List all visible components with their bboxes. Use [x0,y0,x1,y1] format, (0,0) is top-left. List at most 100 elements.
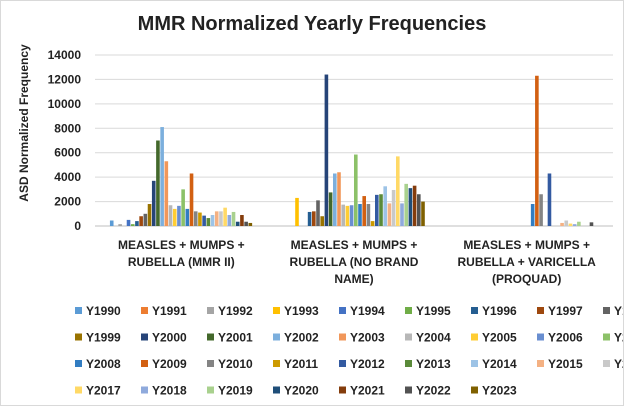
legend-label: Y2010 [218,357,253,371]
legend-swatch [603,333,610,341]
legend-label: Y2004 [416,331,451,345]
y-tick-label: 0 [74,219,81,233]
legend-label: Y2002 [284,331,319,345]
bar-y2014-cat2 [383,186,387,226]
legend-label: Y1993 [284,304,319,318]
bar-y2012-cat3 [547,173,552,226]
bar-y2022-cat1 [244,221,248,226]
category-label: RUBELLA (MMR II) [128,255,235,269]
legend-swatch [537,360,544,367]
y-axis-label: ASD Normalized Frequency [17,44,31,202]
bar-y2019-cat1 [231,211,236,226]
category-label: MEASLES + MUMPS + [118,238,245,252]
legend-swatch [207,307,214,314]
category-label: MEASLES + MUMPS + [291,238,418,252]
legend-swatch [75,386,82,394]
legend-swatch [603,307,610,314]
bar-y2018-cat1 [227,215,232,226]
bar-y2004-cat2 [341,204,345,227]
y-tick-label: 8000 [54,121,81,135]
bar-y2013-cat1 [206,218,211,226]
bar-y2017-cat2 [396,156,400,226]
legend-swatch [141,386,148,394]
legend-swatch [141,360,148,367]
bar-y2015-cat1 [214,211,219,226]
legend-swatch [273,333,280,341]
bar-y1997-cat1 [139,216,143,226]
bar-y2022-cat3 [589,222,594,226]
legend-swatch [273,307,280,314]
legend-swatch [471,386,478,394]
legend-swatch [339,307,346,314]
category-label: MEASLES + MUMPS + [463,238,590,252]
legend-label: Y2005 [482,331,517,345]
bar-y2019-cat3 [577,221,581,226]
bar-y2001-cat1 [156,140,160,226]
legend: Y1990 Y1991 Y1992 Y1993 Y1994 Y1995 Y1996 Y1997… [75,304,623,398]
legend-swatch [141,333,148,341]
bar-y1990-cat1 [109,220,114,226]
legend-label: Y1996 [482,304,517,318]
bar-y1996-cat1 [135,221,139,226]
category-label: RUBELLA (NO BRAND [290,255,419,269]
bar-y2010-cat3 [539,194,543,226]
bar-y2003-cat1 [164,161,169,226]
bar-y2009-cat1 [189,173,194,226]
bar-y2010-cat1 [193,211,198,226]
legend-label: Y2017 [86,384,121,398]
bar-y2023-cat2 [421,201,425,226]
legend-swatch [75,333,82,341]
bar-y1992-cat1 [118,224,122,226]
bar-y2001-cat2 [328,192,333,226]
legend-swatch [75,360,82,367]
legend-label: Y2001 [218,331,253,345]
legend-label: Y1997 [548,304,583,318]
legend-swatch [207,333,214,341]
legend-label: Y2012 [350,357,385,371]
legend-label: Y2022 [416,384,451,398]
bar-y2008-cat2 [358,204,362,226]
bar-y2006-cat2 [349,205,354,226]
bar-y2000-cat2 [324,74,329,226]
legend-swatch [141,307,148,314]
category-label: (PROQUAD) [492,272,561,286]
legend-swatch [405,386,412,394]
bar-y2018-cat2 [400,203,404,226]
bar-y2012-cat1 [202,215,206,226]
bar-y1997-cat2 [312,211,316,226]
bar-y2017-cat1 [223,207,227,226]
bar-y2017-cat3 [568,223,573,226]
bars [109,74,594,227]
legend-label: Y2003 [350,331,385,345]
legend-swatch [207,386,214,394]
legend-swatch [273,386,280,394]
y-axis-ticks: 0 2000 4000 6000 8000 10000 12000 14000 [48,48,82,233]
bar-y1993-cat2 [295,197,299,226]
bar-y2019-cat2 [404,183,408,226]
bar-y2011-cat2 [370,221,375,226]
legend-label: Y2018 [152,384,187,398]
legend-label: Y1998 [614,304,623,318]
legend-swatch [537,307,544,314]
bar-y2015-cat3 [560,222,564,226]
legend-swatch [339,386,346,394]
bar-y2021-cat1 [240,215,244,226]
bar-y2005-cat1 [172,208,177,226]
legend-label: Y2016 [614,357,623,371]
legend-swatch [207,360,214,367]
bar-y2020-cat2 [408,188,413,226]
legend-label: Y1995 [416,304,451,318]
legend-swatch [405,360,412,367]
legend-swatch [537,333,544,341]
bar-y2014-cat1 [210,215,215,226]
y-tick-label: 12000 [48,72,82,86]
legend-label: Y1990 [86,304,121,318]
bar-y2022-cat2 [417,194,421,226]
bar-y1999-cat2 [320,216,324,226]
legend-swatch [471,360,478,367]
bar-y2011-cat1 [198,212,202,226]
bar-y1999-cat1 [147,204,152,226]
chart-title: MMR Normalized Yearly Frequencies [138,13,487,35]
